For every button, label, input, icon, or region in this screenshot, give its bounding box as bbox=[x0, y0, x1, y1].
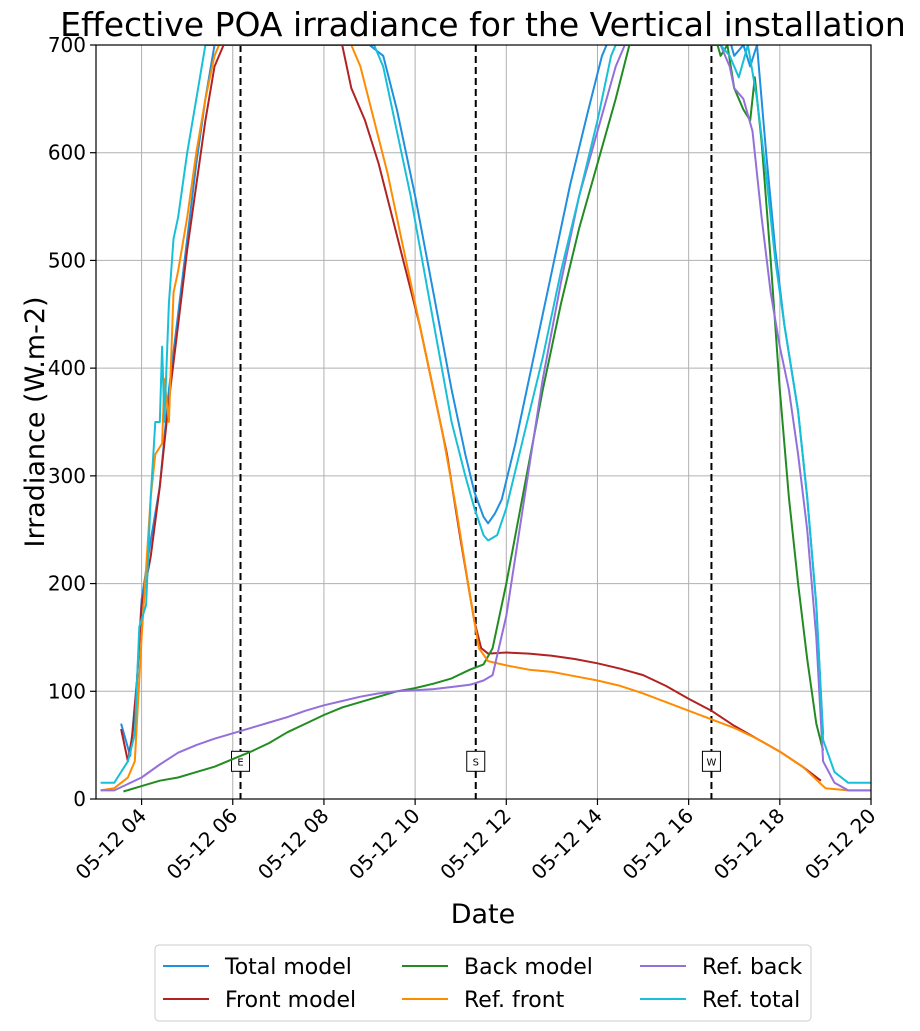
y-tick-label: 200 bbox=[48, 572, 86, 596]
y-axis-ticks: 0 100 200 300 400 500 600 700 bbox=[48, 33, 96, 811]
legend-box bbox=[154, 944, 812, 1022]
series-lines bbox=[100, 45, 871, 793]
vline-label-box bbox=[466, 750, 486, 772]
x-tick-label: 05-12 18 bbox=[709, 804, 790, 885]
x-tick-label: 05-12 16 bbox=[618, 804, 699, 885]
x-tick-label: 05-12 14 bbox=[526, 804, 607, 885]
legend-label: Ref. back bbox=[702, 955, 803, 980]
legend-label: Ref. front bbox=[464, 988, 565, 1013]
series-line bbox=[120, 45, 825, 757]
x-tick-label: 05-12 06 bbox=[162, 804, 243, 885]
legend-label: Total model bbox=[224, 955, 352, 980]
series-line bbox=[100, 45, 871, 784]
x-tick-label: 05-12 20 bbox=[800, 804, 881, 885]
x-axis-ticks: 05-12 04 05-12 06 05-12 08 05-12 10 05-12 12… bbox=[71, 799, 881, 884]
y-tick-label: 500 bbox=[48, 248, 86, 272]
x-tick-label: 05-12 04 bbox=[71, 804, 152, 885]
legend-label: Back model bbox=[464, 955, 593, 980]
series-line bbox=[123, 45, 825, 793]
y-axis-label: Irradiance (W.m-2) bbox=[20, 296, 51, 547]
legend: Total model Front model Back model Ref. fro… bbox=[154, 944, 812, 1022]
vline-label-box bbox=[231, 750, 251, 772]
y-tick-label: 700 bbox=[48, 33, 86, 57]
vline-label: S bbox=[473, 757, 479, 768]
plot-frame bbox=[95, 44, 872, 800]
vline-label-box bbox=[701, 750, 721, 772]
vline-label: W bbox=[706, 757, 716, 768]
series-line bbox=[100, 45, 871, 792]
y-tick-label: 300 bbox=[48, 464, 86, 488]
chart-title: Effective POA irradiance for the Vertica… bbox=[60, 5, 906, 44]
legend-label: Ref. total bbox=[702, 988, 800, 1013]
vline-label: E bbox=[237, 757, 243, 768]
x-tick-label: 05-12 08 bbox=[253, 804, 334, 885]
legend-label: Front model bbox=[225, 988, 356, 1013]
y-tick-label: 400 bbox=[48, 356, 86, 380]
y-tick-label: 600 bbox=[48, 141, 86, 165]
y-tick-label: 100 bbox=[48, 679, 86, 703]
x-tick-label: 05-12 10 bbox=[344, 804, 425, 885]
series-line bbox=[120, 45, 822, 782]
y-tick-label: 0 bbox=[73, 787, 86, 811]
x-axis-label: Date bbox=[451, 899, 516, 930]
x-tick-label: 05-12 12 bbox=[435, 804, 516, 885]
